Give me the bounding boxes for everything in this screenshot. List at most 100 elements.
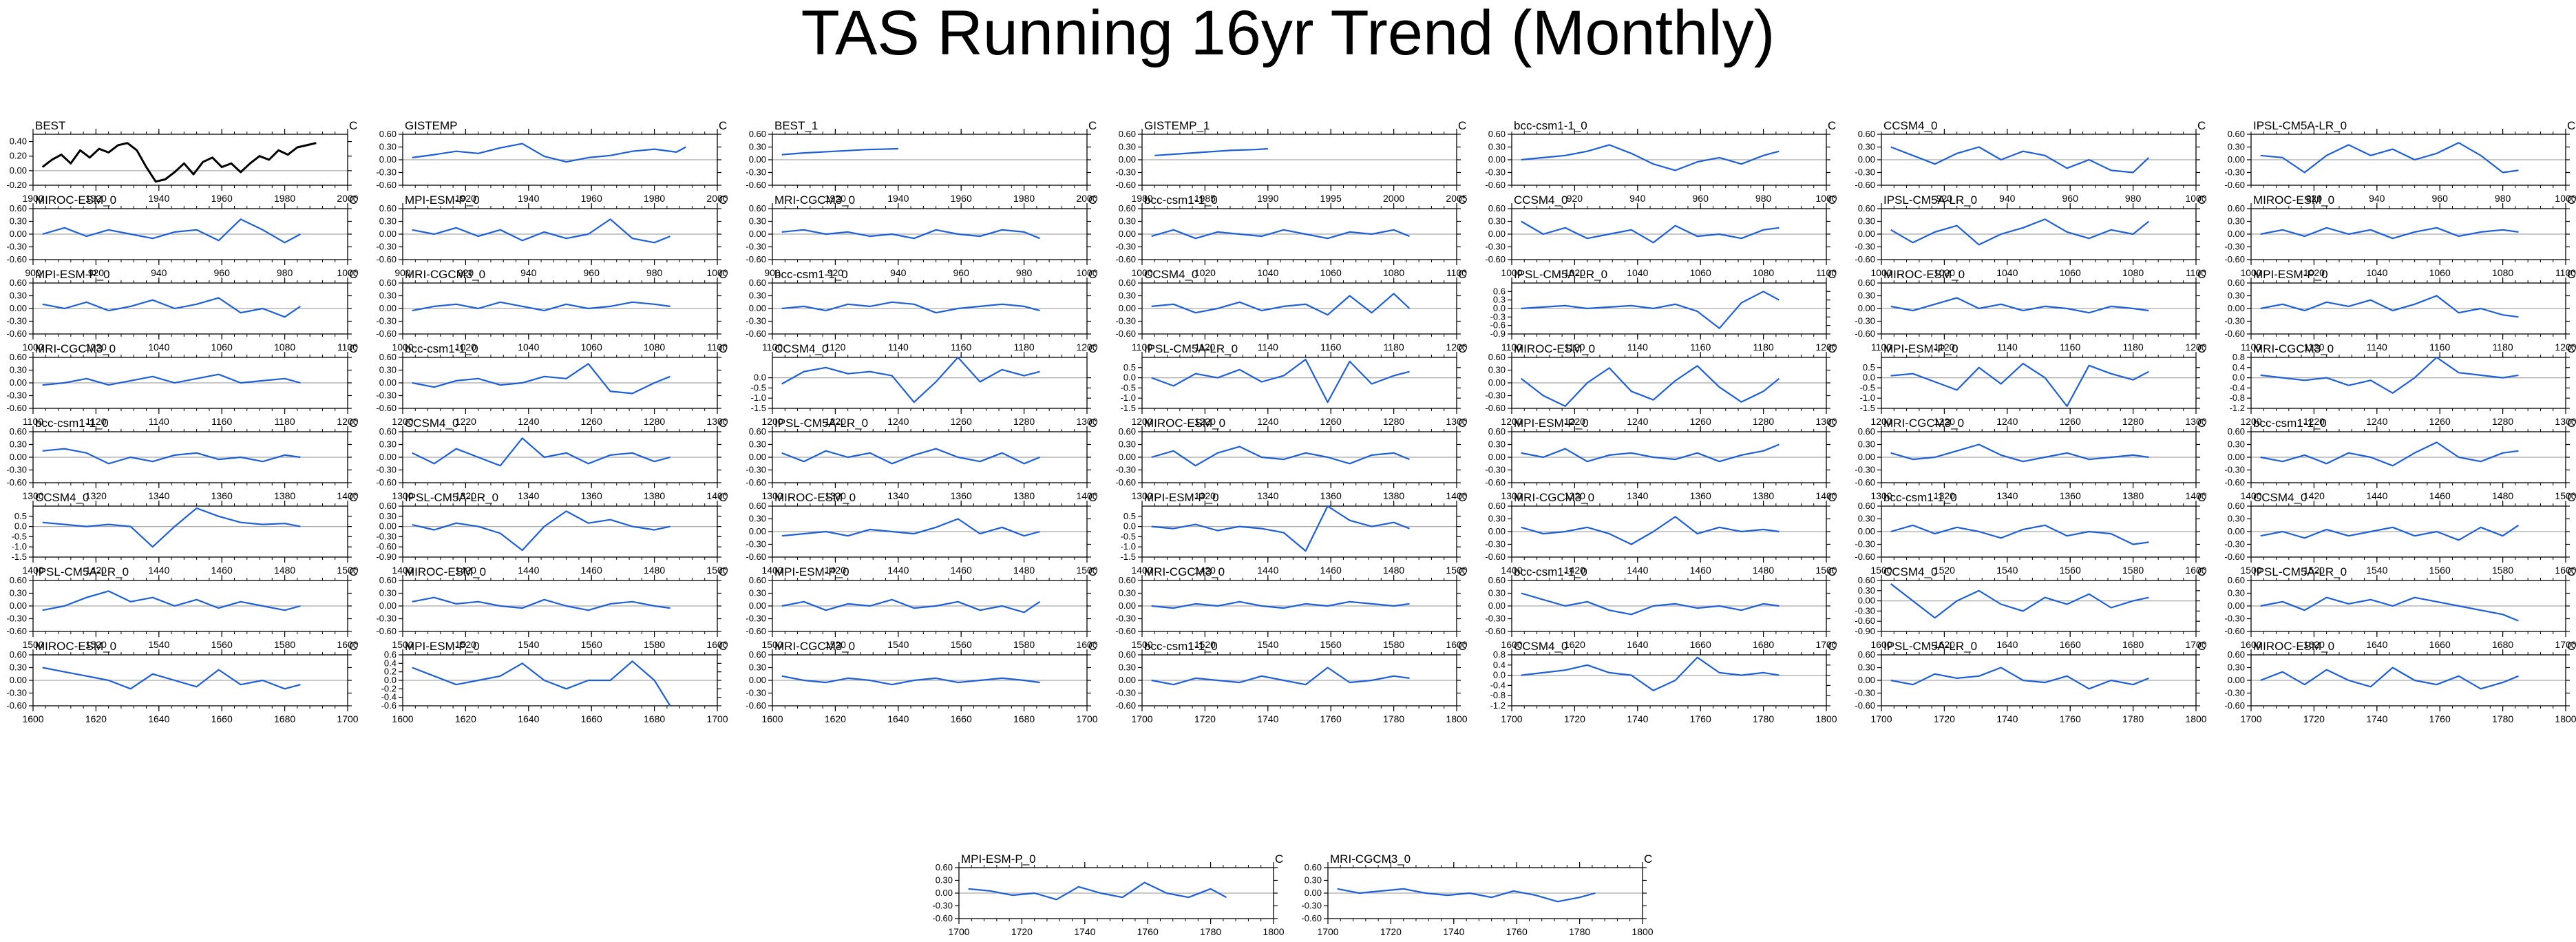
x-tick-label: 1500 bbox=[1446, 565, 1467, 576]
x-tick-label: 1440 bbox=[148, 565, 169, 576]
x-tick-label: 1340 bbox=[518, 490, 539, 501]
x-tick-label: 1020 bbox=[1564, 267, 1585, 278]
x-tick-label: 1540 bbox=[2366, 565, 2387, 576]
y-tick-label: 0.30 bbox=[749, 142, 766, 152]
y-tick-label: -0.30 bbox=[376, 316, 397, 326]
x-tick-label: 1040 bbox=[148, 342, 169, 353]
y-tick-label: -1.0 bbox=[1121, 541, 1136, 552]
y-tick-label: 0.60 bbox=[2228, 129, 2245, 139]
y-tick-label: -0.60 bbox=[6, 254, 27, 264]
series-line bbox=[1521, 220, 1780, 244]
y-tick-label: -0.30 bbox=[376, 465, 397, 475]
x-tick-label: 1020 bbox=[455, 342, 476, 353]
x-tick-label: 1300 bbox=[22, 490, 43, 501]
x-tick-label: 1580 bbox=[1013, 639, 1035, 650]
x-tick-label: 1220 bbox=[455, 416, 476, 427]
x-tick-label: 1100 bbox=[1446, 267, 1467, 278]
y-tick-label: 0.00 bbox=[1119, 303, 1136, 313]
x-tick-label: 1460 bbox=[2429, 490, 2451, 501]
y-tick-label: 0.5 bbox=[14, 511, 27, 521]
x-tick-label: 1400 bbox=[1815, 490, 1837, 501]
x-tick-label: 1600 bbox=[706, 639, 728, 650]
x-tick-label: 1400 bbox=[1501, 565, 1522, 576]
chart-panel: bcc-csm1-1_0 C 1100 1120 1140 1160 1180 1200 0.6… bbox=[746, 268, 1097, 353]
plot-frame bbox=[1881, 580, 2197, 632]
x-tick-label: 1160 bbox=[2429, 342, 2450, 353]
x-tick-label: 1900 bbox=[22, 193, 43, 204]
series-line bbox=[42, 590, 301, 611]
y-tick-label: 0.00 bbox=[1119, 675, 1136, 685]
panel-title: MIROC-ESM_0 bbox=[1883, 268, 1965, 281]
x-tick-label: 1240 bbox=[2366, 416, 2387, 427]
x-tick-label: 1600 bbox=[392, 713, 413, 724]
panel-title: CCSM4_0 bbox=[35, 491, 89, 504]
series-line bbox=[1521, 291, 1780, 329]
x-tick-label: 1420 bbox=[1564, 565, 1585, 576]
panel-units: C bbox=[1828, 268, 1836, 281]
x-tick-label: 1360 bbox=[1320, 490, 1342, 501]
y-tick-label: 0.60 bbox=[1488, 203, 1506, 213]
panel-units: C bbox=[1828, 193, 1836, 207]
panel-title: GISTEMP bbox=[405, 119, 458, 132]
series-line bbox=[1521, 592, 1780, 616]
x-tick-label: 1700 bbox=[2185, 639, 2206, 650]
x-tick-label: 1440 bbox=[518, 565, 539, 576]
panel-units: C bbox=[2197, 565, 2206, 578]
panel-units: C bbox=[1828, 119, 1836, 132]
y-tick-label: 0.00 bbox=[1858, 452, 1875, 462]
y-tick-label: -0.30 bbox=[1115, 465, 1136, 475]
y-tick-label: 0.60 bbox=[2228, 575, 2245, 585]
x-tick-label: 980 bbox=[2495, 193, 2511, 204]
x-tick-label: 1540 bbox=[1257, 639, 1278, 650]
chart-panel: bcc-csm1-1_0 C 1600 1620 1640 1660 1680 1700 0.6… bbox=[1485, 565, 1837, 650]
y-tick-label: 0.00 bbox=[1119, 600, 1136, 611]
x-tick-label: 1000 bbox=[392, 342, 413, 353]
y-tick-label: -0.90 bbox=[376, 552, 397, 562]
x-tick-label: 1540 bbox=[518, 639, 539, 650]
y-tick-label: 0.30 bbox=[1119, 439, 1136, 450]
x-tick-label: 1080 bbox=[2122, 267, 2144, 278]
x-tick-label: 1600 bbox=[1076, 639, 1097, 650]
series-line bbox=[1521, 443, 1780, 463]
y-tick-label: -0.30 bbox=[746, 316, 766, 326]
y-tick-label: 0.00 bbox=[2228, 526, 2245, 536]
x-tick-label: 1180 bbox=[275, 416, 295, 427]
series-line bbox=[781, 147, 898, 156]
x-tick-label: 1640 bbox=[148, 713, 169, 724]
x-tick-label: 2000 bbox=[337, 193, 358, 204]
chart-panel: bcc-csm1-1_0 C 1300 1320 1340 1360 1380 1400 0.6… bbox=[6, 417, 358, 501]
series-line bbox=[2260, 142, 2519, 174]
x-tick-label: 1560 bbox=[211, 639, 233, 650]
y-tick-label: -0.4 bbox=[381, 692, 397, 702]
y-tick-label: 0.00 bbox=[1488, 600, 1506, 611]
x-tick-label: 1380 bbox=[274, 490, 295, 501]
x-tick-label: 1420 bbox=[455, 565, 476, 576]
x-tick-label: 1260 bbox=[2060, 416, 2081, 427]
x-tick-label: 1480 bbox=[2492, 490, 2513, 501]
y-tick-label: 0.60 bbox=[2228, 501, 2245, 511]
panel-units: C bbox=[1458, 193, 1466, 207]
y-tick-label: -0.30 bbox=[376, 167, 397, 178]
y-tick-label: -1.0 bbox=[1860, 392, 1875, 403]
y-tick-label: 0.30 bbox=[10, 216, 27, 227]
y-tick-label: 0.0 bbox=[1493, 670, 1506, 680]
series-line bbox=[1890, 362, 2149, 408]
x-tick-label: 980 bbox=[1016, 267, 1033, 278]
x-tick-label: 1580 bbox=[2122, 565, 2144, 576]
x-tick-label: 1460 bbox=[1320, 565, 1342, 576]
x-tick-label: 1540 bbox=[1996, 565, 2018, 576]
panel-title: CCSM4_0 bbox=[405, 417, 458, 430]
panel-title: IPSL-CM5A-LR_0 bbox=[1883, 193, 1977, 207]
panel-units: C bbox=[349, 640, 357, 653]
x-tick-label: 1540 bbox=[887, 639, 909, 650]
panel-units: C bbox=[719, 342, 727, 355]
panel-units: C bbox=[719, 268, 727, 281]
x-tick-label: 1420 bbox=[85, 565, 107, 576]
y-tick-label: -0.60 bbox=[1485, 403, 1506, 413]
x-tick-label: 1740 bbox=[1996, 713, 2018, 724]
x-tick-label: 1160 bbox=[1320, 342, 1341, 353]
series-line bbox=[2260, 524, 2520, 541]
